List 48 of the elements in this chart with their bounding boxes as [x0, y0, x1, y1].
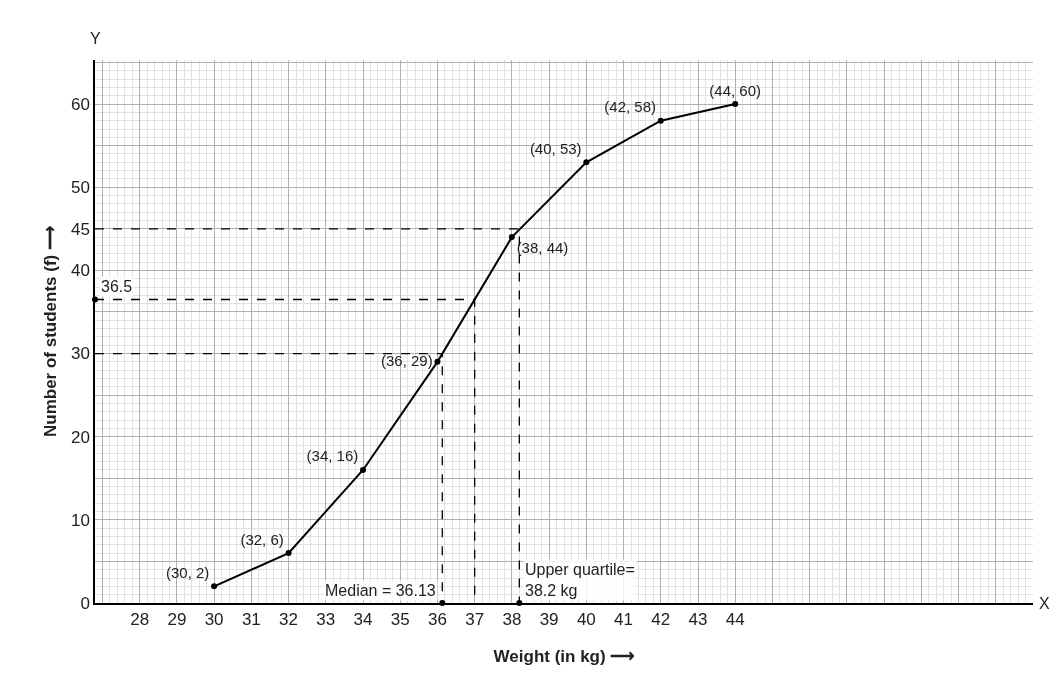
x-tick-label: 42 [651, 610, 671, 630]
x-tick-label: 31 [241, 610, 261, 630]
y-tick-label: 40 [70, 261, 90, 281]
point [211, 583, 218, 590]
point [732, 101, 739, 108]
data-label: (42, 58) [604, 98, 657, 116]
y-tick-label: 20 [70, 427, 90, 447]
point [657, 117, 664, 124]
data-label: (36, 29) [380, 351, 433, 369]
y-tick-label: 50 [70, 178, 90, 198]
x-tick-label: 44 [725, 610, 745, 630]
point [434, 358, 441, 365]
annotation: Upper quartile= 38.2 kg [525, 561, 635, 599]
y-tick-label: 60 [70, 95, 90, 115]
data-label: (40, 53) [529, 139, 582, 157]
x-tick-label: 28 [130, 610, 150, 630]
data-label: (34, 16) [306, 447, 359, 465]
text: X [1039, 595, 1050, 612]
y-tick-label: 45 [70, 219, 90, 239]
annotation: Median = 36.13 [325, 582, 436, 599]
x-tick-label: 43 [688, 610, 708, 630]
x-tick-label: 41 [614, 610, 634, 630]
point [285, 550, 292, 557]
data-label: (30, 2) [166, 563, 210, 581]
x-tick-label: 38 [502, 610, 522, 630]
x-tick-label: 34 [353, 610, 373, 630]
x-tick-label: 40 [576, 610, 596, 630]
x-tick-label: 30 [204, 610, 224, 630]
y-axis-title: Number of students (f) ⟶ [40, 226, 60, 437]
point [360, 466, 366, 473]
point [583, 159, 590, 166]
y-tick-label: 0 [80, 593, 90, 613]
data-label: (38, 44) [516, 239, 569, 257]
x-tick-label: 37 [465, 610, 485, 630]
x-tick-label: 36 [427, 610, 447, 630]
y-tick-label: 10 [70, 510, 90, 530]
x-tick-label: 29 [167, 610, 187, 630]
data-label: (44, 60) [709, 81, 762, 99]
y-tick-label: 30 [70, 344, 90, 364]
data-label: (32, 6) [240, 530, 284, 548]
point [508, 234, 515, 241]
x-tick-label: 39 [539, 610, 559, 630]
x-tick-label: 33 [316, 610, 336, 630]
annotation: 36.5 [101, 278, 133, 295]
x-tick-label: 35 [390, 610, 410, 630]
x-axis-title: Weight (in kg) ⟶ [493, 647, 635, 667]
text: Y [90, 30, 101, 47]
x-tick-label: 32 [279, 610, 299, 630]
